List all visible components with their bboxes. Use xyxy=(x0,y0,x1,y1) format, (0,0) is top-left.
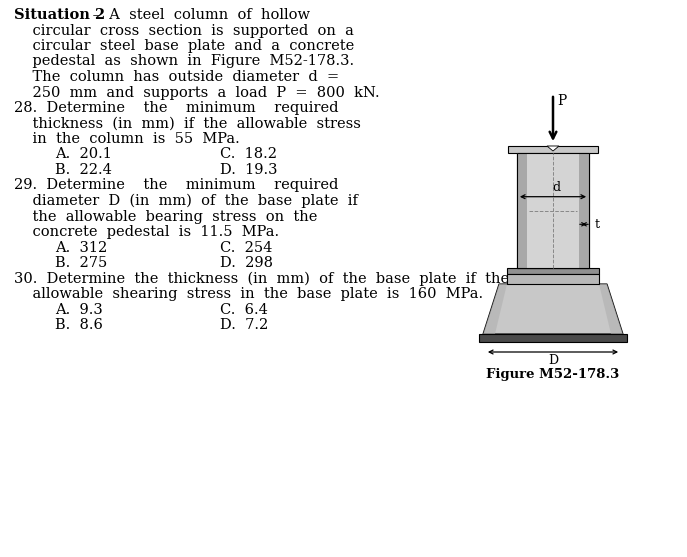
Bar xyxy=(507,274,599,284)
Text: d: d xyxy=(552,180,560,194)
Text: D.  298: D. 298 xyxy=(220,256,273,270)
Bar xyxy=(517,153,589,268)
Polygon shape xyxy=(547,146,559,151)
Bar xyxy=(527,153,579,268)
Bar xyxy=(579,153,589,268)
Text: 29.  Determine    the    minimum    required: 29. Determine the minimum required xyxy=(14,178,339,193)
Text: 28.  Determine    the    minimum    required: 28. Determine the minimum required xyxy=(14,101,339,115)
Bar xyxy=(508,146,598,153)
Text: Figure M52-178.3: Figure M52-178.3 xyxy=(486,368,620,381)
Text: concrete  pedestal  is  11.5  MPa.: concrete pedestal is 11.5 MPa. xyxy=(14,225,279,239)
Text: P: P xyxy=(557,94,566,108)
Text: The  column  has  outside  diameter  d  =: The column has outside diameter d = xyxy=(14,70,339,84)
Polygon shape xyxy=(483,284,623,334)
Bar xyxy=(507,268,599,274)
Text: D.  7.2: D. 7.2 xyxy=(220,318,268,332)
Text: diameter  D  (in  mm)  of  the  base  plate  if: diameter D (in mm) of the base plate if xyxy=(14,194,358,208)
Text: 30.  Determine  the  thickness  (in  mm)  of  the  base  plate  if  the: 30. Determine the thickness (in mm) of t… xyxy=(14,271,509,286)
Bar xyxy=(517,153,527,268)
Text: –  A  steel  column  of  hollow: – A steel column of hollow xyxy=(88,8,310,22)
Text: Situation 2: Situation 2 xyxy=(14,8,105,22)
Text: allowable  shearing  stress  in  the  base  plate  is  160  MPa.: allowable shearing stress in the base pl… xyxy=(14,287,483,301)
Text: circular  steel  base  plate  and  a  concrete: circular steel base plate and a concrete xyxy=(14,39,354,53)
Text: C.  18.2: C. 18.2 xyxy=(220,148,277,162)
Text: 250  mm  and  supports  a  load  P  =  800  kN.: 250 mm and supports a load P = 800 kN. xyxy=(14,86,380,100)
Polygon shape xyxy=(483,284,507,334)
Text: B.  22.4: B. 22.4 xyxy=(55,163,112,177)
Text: A.  9.3: A. 9.3 xyxy=(55,302,103,316)
Text: D.  19.3: D. 19.3 xyxy=(220,163,278,177)
Text: the  allowable  bearing  stress  on  the: the allowable bearing stress on the xyxy=(14,209,317,223)
Text: B.  275: B. 275 xyxy=(55,256,107,270)
Bar xyxy=(517,153,589,268)
Text: in  the  column  is  55  MPa.: in the column is 55 MPa. xyxy=(14,132,240,146)
Text: D: D xyxy=(548,354,558,367)
Text: t: t xyxy=(595,218,600,231)
Text: circular  cross  section  is  supported  on  a: circular cross section is supported on a xyxy=(14,23,354,37)
Polygon shape xyxy=(599,284,623,334)
Text: pedestal  as  shown  in  Figure  M52-178.3.: pedestal as shown in Figure M52-178.3. xyxy=(14,55,354,69)
Text: thickness  (in  mm)  if  the  allowable  stress: thickness (in mm) if the allowable stres… xyxy=(14,116,361,130)
Text: A.  20.1: A. 20.1 xyxy=(55,148,112,162)
Bar xyxy=(479,334,627,342)
Text: B.  8.6: B. 8.6 xyxy=(55,318,103,332)
Text: C.  254: C. 254 xyxy=(220,241,272,255)
Text: A.  312: A. 312 xyxy=(55,241,107,255)
Text: C.  6.4: C. 6.4 xyxy=(220,302,268,316)
